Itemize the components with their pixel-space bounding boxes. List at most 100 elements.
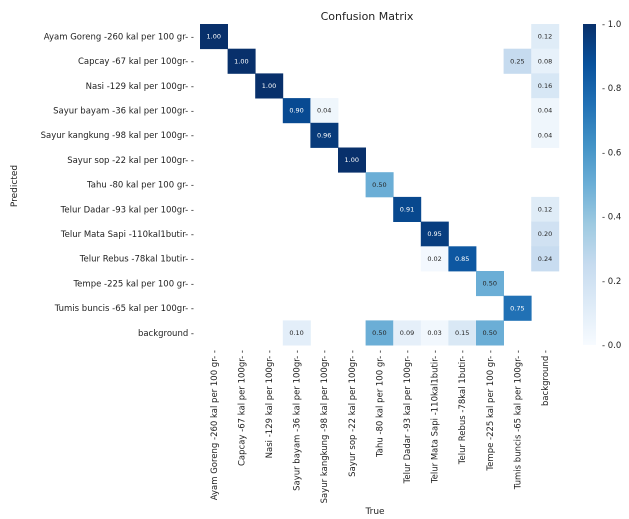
heatmap-cell <box>476 320 504 346</box>
cell-value-label: 0.12 <box>538 205 552 213</box>
x-tick-label: Ayam Goreng -260 kal per 100 gr- - <box>210 350 220 500</box>
cell-value-label: 0.08 <box>538 57 552 65</box>
x-tick-label: Sayur sop -22 kal per 100gr- - <box>348 350 358 477</box>
heatmap-cell <box>531 122 560 148</box>
cell-value-label: 0.50 <box>372 329 386 337</box>
heatmap-cell <box>531 24 560 50</box>
heatmap-cell <box>531 221 560 247</box>
heatmap-cell <box>393 196 422 222</box>
colorbar-tick-label: - 1.0 <box>602 20 621 30</box>
x-axis-tick-labels: Ayam Goreng -260 kal per 100 gr- - Capcay… <box>210 350 551 503</box>
heatmap-cell <box>503 48 532 74</box>
colorbar-tick-label: - 0.8 <box>602 84 621 94</box>
heatmap-cell <box>393 320 422 346</box>
cell-value-label: 0.95 <box>427 230 441 238</box>
heatmap-cell <box>420 246 449 272</box>
cell-value-label: 0.50 <box>372 181 386 189</box>
colorbar <box>583 24 596 345</box>
y-tick-label: Ayam Goreng -260 kal per 100 gr- - <box>44 32 194 42</box>
x-tick-label: Tempe -225 kal per 100 gr- - <box>486 350 496 472</box>
heatmap-cell <box>503 295 532 321</box>
heatmap-cell <box>448 246 477 272</box>
x-tick-label: Tumis buncis -65 kal per 100gr- - <box>513 350 523 490</box>
cell-value-label: 0.96 <box>317 131 331 139</box>
heatmap-cell <box>531 246 560 272</box>
cell-value-label: 0.25 <box>510 57 524 65</box>
y-tick-label: Sayur kangkung -98 kal per 100gr- - <box>41 131 194 141</box>
heatmap-cell-labels: 1.00 0.12 1.00 0.25 0.08 1.00 0.16 0.90 0.04 0.04… <box>207 33 553 337</box>
colorbar-tick-label: - 0.2 <box>602 277 621 287</box>
y-tick-label: Tumis buncis -65 kal per 100gr- - <box>54 304 194 314</box>
colorbar-tick-label: - 0.0 <box>602 341 621 351</box>
cell-value-label: 0.04 <box>538 107 552 115</box>
cell-value-label: 0.90 <box>289 107 303 115</box>
heatmap-cell <box>531 48 560 74</box>
x-tick-label: Capcay -67 kal per 100gr- - <box>237 350 247 466</box>
x-tick-label: Telur Mata Sapi -110kal1butir- - <box>431 350 441 484</box>
y-axis-tick-labels: Ayam Goreng -260 kal per 100 gr- - Capcay… <box>41 32 194 338</box>
y-tick-label: Tempe -225 kal per 100 gr- - <box>72 279 194 289</box>
x-tick-label: Tahu -80 kal per 100 gr- - <box>375 350 385 458</box>
cell-value-label: 0.10 <box>289 329 303 337</box>
heatmap-cell <box>365 320 394 346</box>
heatmap-cell <box>310 122 339 148</box>
x-tick-label: Telur Dadar -93 kal per 100gr- - <box>403 350 413 484</box>
heatmap-cell <box>531 98 560 124</box>
cell-value-label: 1.00 <box>262 82 276 90</box>
heatmap-cell <box>282 98 311 124</box>
y-tick-label: Tahu -80 kal per 100 gr- - <box>86 181 194 191</box>
heatmap-cell <box>365 172 394 198</box>
heatmap-cell <box>227 48 256 74</box>
cell-value-label: 0.50 <box>483 280 497 288</box>
cell-value-label: 1.00 <box>345 156 359 164</box>
heatmap-cells <box>200 24 560 346</box>
x-tick-label: Nasi -129 kal per 100gr- - <box>265 350 275 458</box>
x-tick-label: Telur Rebus -78kal 1butir- - <box>458 350 468 465</box>
y-axis-label: Predicted <box>10 165 20 207</box>
cell-value-label: 0.04 <box>538 131 552 139</box>
colorbar-tick-label: - 0.6 <box>602 148 621 158</box>
y-tick-label: background - <box>138 329 194 339</box>
colorbar-tick-label: - 0.4 <box>602 213 621 223</box>
heatmap-cell <box>200 24 228 50</box>
heatmap-cell <box>476 271 504 297</box>
heatmap-cell <box>531 73 560 99</box>
heatmap-cell <box>310 98 339 124</box>
y-tick-label: Sayur sop -22 kal per 100gr- - <box>67 156 194 166</box>
heatmap-cell <box>255 73 284 99</box>
x-tick-label: Sayur kangkung -98 kal per 100gr- - <box>320 350 330 503</box>
cell-value-label: 0.15 <box>455 329 469 337</box>
cell-value-label: 0.91 <box>400 205 414 213</box>
cell-value-label: 0.09 <box>400 329 414 337</box>
cell-value-label: 0.02 <box>427 255 441 263</box>
cell-value-label: 0.20 <box>538 230 552 238</box>
cell-value-label: 0.50 <box>483 329 497 337</box>
heatmap-cell <box>531 196 560 222</box>
heatmap-cell <box>338 147 366 173</box>
y-tick-label: Telur Rebus -78kal 1butir- - <box>79 255 194 265</box>
x-tick-label: Sayur bayam -36 kal per 100gr- - <box>293 350 303 491</box>
cell-value-label: 1.00 <box>234 57 248 65</box>
cell-value-label: 1.00 <box>207 33 221 41</box>
heatmap-cell <box>282 320 311 346</box>
heatmap-cell <box>420 221 449 247</box>
cell-value-label: 0.12 <box>538 33 552 41</box>
cell-value-label: 0.16 <box>538 82 552 90</box>
heatmap-cell <box>448 320 477 346</box>
colorbar-gradient <box>583 24 596 345</box>
heatmap-cell <box>420 320 449 346</box>
cell-value-label: 0.24 <box>538 255 552 263</box>
y-tick-label: Sayur bayam -36 kal per 100gr- - <box>53 106 194 116</box>
y-tick-label: Telur Dadar -93 kal per 100gr- - <box>60 205 194 215</box>
colorbar-tick-labels: - 0.0 - 0.2 - 0.4 - 0.6 - 0.8 - 1.0 <box>602 20 621 351</box>
y-tick-label: Capcay -67 kal per 100gr- - <box>78 57 194 67</box>
x-tick-label: background - <box>541 350 551 406</box>
cell-value-label: 0.75 <box>510 304 524 312</box>
y-tick-label: Nasi -129 kal per 100gr- - <box>86 82 194 92</box>
cell-value-label: 0.04 <box>317 107 331 115</box>
y-tick-label: Telur Mata Sapi -110kal1butir- - <box>60 230 194 240</box>
cell-value-label: 0.85 <box>455 255 469 263</box>
x-axis-label: True <box>364 507 385 517</box>
cell-value-label: 0.03 <box>427 329 441 337</box>
